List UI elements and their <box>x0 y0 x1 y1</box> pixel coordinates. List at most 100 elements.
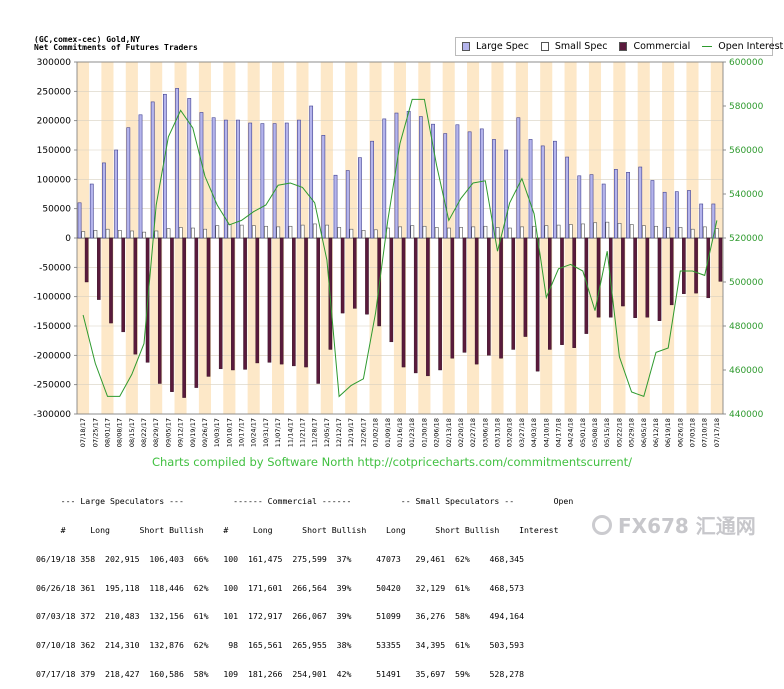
x-tick-label: 03/27/18 <box>518 418 526 447</box>
small-spec-bar <box>629 224 634 239</box>
small-spec-bar <box>361 230 366 239</box>
small-spec-bar <box>373 229 378 239</box>
x-tick-label: 12/26/17 <box>359 418 367 447</box>
x-tick-label: 01/09/18 <box>384 418 392 447</box>
small-spec-bar <box>300 224 305 239</box>
x-tick-label: 07/03/18 <box>689 418 697 447</box>
x-tick-label: 01/02/18 <box>372 418 380 447</box>
large-spec-bar <box>333 174 338 239</box>
x-tick-label: 09/26/17 <box>201 418 209 447</box>
small-spec-bar <box>276 226 281 239</box>
large-spec-bar <box>150 101 155 239</box>
table-header-groups: --- Large Speculators --- ------ Commerc… <box>36 496 574 507</box>
commercial-bar <box>450 237 455 359</box>
x-tick-label: 10/10/17 <box>225 418 233 447</box>
large-spec-bar <box>236 119 240 239</box>
y2-tick-label: 440000 <box>729 410 764 420</box>
table-row: 07/03/18 372 210,483 132,156 61% 101 172… <box>36 611 524 622</box>
oi-line-layer <box>82 98 718 398</box>
small-spec-bar <box>690 228 695 239</box>
large-spec-bar <box>626 171 630 239</box>
large-spec-bar <box>211 117 216 239</box>
commercial-bar <box>548 237 552 350</box>
large-spec-bar <box>284 122 289 239</box>
large-spec-bar <box>358 157 362 239</box>
x-tick-label: 11/21/17 <box>299 418 307 447</box>
small-spec-bar <box>605 221 610 239</box>
y2-tick-label: 560000 <box>729 146 764 156</box>
large-spec-bar <box>260 123 265 239</box>
large-spec-bar <box>638 166 643 239</box>
small-spec-bar <box>556 224 561 239</box>
commercial-bar <box>474 237 479 365</box>
y-tick-label: -100000 <box>33 293 71 303</box>
large-spec-bar <box>418 116 423 239</box>
y2-tick-label: 520000 <box>729 234 764 244</box>
commercial-bar <box>157 237 162 384</box>
open-interest-line <box>82 98 718 398</box>
data-table: --- Large Speculators --- ------ Commerc… <box>36 478 573 689</box>
y2-tick-label: 500000 <box>729 278 764 288</box>
x-tick-label: 05/15/18 <box>603 418 611 447</box>
open-interest-line-icon <box>702 46 713 47</box>
small-spec-bar <box>581 223 585 239</box>
small-spec-bar <box>398 226 403 239</box>
commercial-bar <box>487 237 491 356</box>
large-spec-bar <box>674 191 679 239</box>
x-tick-label: 12/19/17 <box>347 418 355 447</box>
table-row: 07/17/18 379 218,427 160,586 58% 109 181… <box>36 668 524 679</box>
commercial-bar <box>523 237 528 337</box>
y-tick-label: -200000 <box>33 351 71 361</box>
small-spec-bar <box>434 227 439 239</box>
x-tick-label: 02/20/18 <box>457 418 465 447</box>
x-tick-label: 01/30/18 <box>420 418 428 447</box>
commercial-bar <box>340 237 345 314</box>
x-tick-label: 11/28/17 <box>311 418 319 447</box>
x-tick-label: 03/20/18 <box>506 418 514 447</box>
commercial-bar <box>657 237 662 321</box>
legend-small-label: Small Spec <box>554 41 608 52</box>
y-tick-label: 50000 <box>42 205 71 215</box>
large-spec-bar <box>565 156 569 239</box>
x-tick-label: 04/17/18 <box>555 418 563 447</box>
small-spec-bar <box>617 223 622 239</box>
large-spec-bar <box>345 170 350 239</box>
commercial-bar <box>109 237 113 324</box>
x-tick-label: 11/07/17 <box>274 418 282 447</box>
small-spec-bar <box>520 226 524 239</box>
x-tick-label: 02/06/18 <box>433 418 441 447</box>
x-tick-label: 02/27/18 <box>469 418 477 447</box>
y-tick-label: 250000 <box>37 87 72 97</box>
watermark-text: FX678 汇通网 <box>618 514 756 538</box>
commercial-bar <box>133 237 138 355</box>
x-tick-label: 12/05/17 <box>323 418 331 447</box>
x-tick-label: 01/16/18 <box>396 418 404 447</box>
ticks-layer: 300000250000200000150000100000500000-500… <box>33 58 763 447</box>
small-spec-bar <box>666 227 671 239</box>
legend-commercial-label: Commercial <box>633 41 691 52</box>
chart-subtitle: Net Commitments of Futures Traders <box>34 43 198 52</box>
commercial-swatch-icon <box>619 42 628 51</box>
small-spec-bar <box>642 225 646 239</box>
x-tick-label: 07/18/17 <box>79 418 87 447</box>
x-tick-label: 07/10/18 <box>701 418 709 447</box>
small-spec-bar <box>568 224 573 239</box>
commercial-bar <box>352 237 357 309</box>
large-spec-bar <box>175 88 179 239</box>
commercial-bar <box>267 237 272 363</box>
large-spec-bar <box>309 105 314 239</box>
commercial-bar <box>438 237 442 371</box>
x-tick-label: 06/05/18 <box>640 418 648 447</box>
large-spec-bar <box>687 190 691 239</box>
small-spec-swatch-icon <box>540 42 549 51</box>
small-spec-bar <box>507 227 512 239</box>
small-spec-bar <box>251 225 256 239</box>
commercial-bar <box>243 237 247 370</box>
large-spec-bar <box>187 98 192 239</box>
x-tick-label: 02/13/18 <box>445 418 453 447</box>
small-spec-bar <box>495 227 500 239</box>
small-spec-bar <box>678 227 683 239</box>
small-spec-bar <box>154 230 159 239</box>
large-spec-bar <box>382 118 387 239</box>
x-tick-label: 08/29/17 <box>152 418 160 447</box>
